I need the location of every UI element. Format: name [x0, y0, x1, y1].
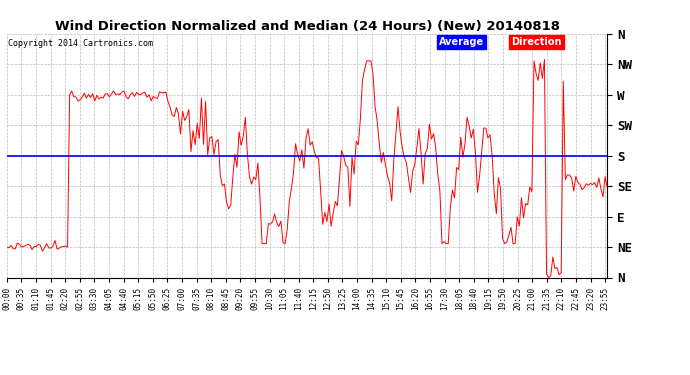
Text: Direction: Direction — [511, 38, 562, 47]
Text: Copyright 2014 Cartronics.com: Copyright 2014 Cartronics.com — [8, 39, 153, 48]
Title: Wind Direction Normalized and Median (24 Hours) (New) 20140818: Wind Direction Normalized and Median (24… — [55, 20, 560, 33]
Text: Average: Average — [439, 38, 484, 47]
